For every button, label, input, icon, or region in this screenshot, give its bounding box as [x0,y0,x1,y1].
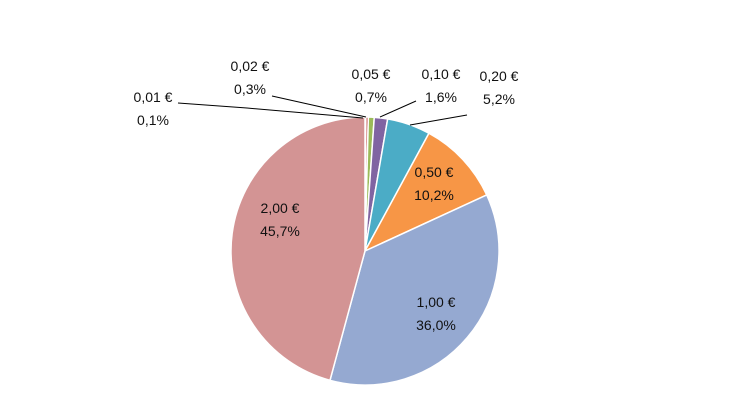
pie-slices [230,116,500,386]
data-label-percent-5: 5,2% [483,91,515,107]
data-label-percent-1: 0,1% [137,112,169,128]
leader-line-2 [271,95,367,118]
pie-slice-7 [329,193,500,386]
data-labels: 0,01 € 0,1% 0,02 € 0,3% 0,05 € 0,7% 0,10 € 1,6%… [134,58,519,333]
pie-slice-8 [230,116,366,382]
data-label-category-1: 0,01 € [134,89,173,105]
data-label-percent-7: 36,0% [416,317,456,333]
data-label-category-4: 0,10 € [422,66,461,82]
leader-line-4 [379,100,417,118]
data-label-percent-6: 10,2% [414,187,454,203]
data-label-percent-3: 0,7% [355,89,387,105]
leader-lines [177,95,468,126]
data-label-percent-8: 45,7% [260,223,300,239]
data-label-category-6: 0,50 € [415,164,454,180]
leader-line-1 [177,102,364,119]
data-label-category-3: 0,05 € [352,66,391,82]
data-label-category-7: 1,00 € [417,294,456,310]
pie-slice-6 [363,132,488,253]
data-label-category-8: 2,00 € [261,200,300,216]
data-label-category-2: 0,02 € [231,58,270,74]
leader-line-5 [409,114,468,126]
data-label-percent-4: 1,6% [425,89,457,105]
data-label-category-5: 0,20 € [480,68,519,84]
data-label-percent-2: 0,3% [234,81,266,97]
